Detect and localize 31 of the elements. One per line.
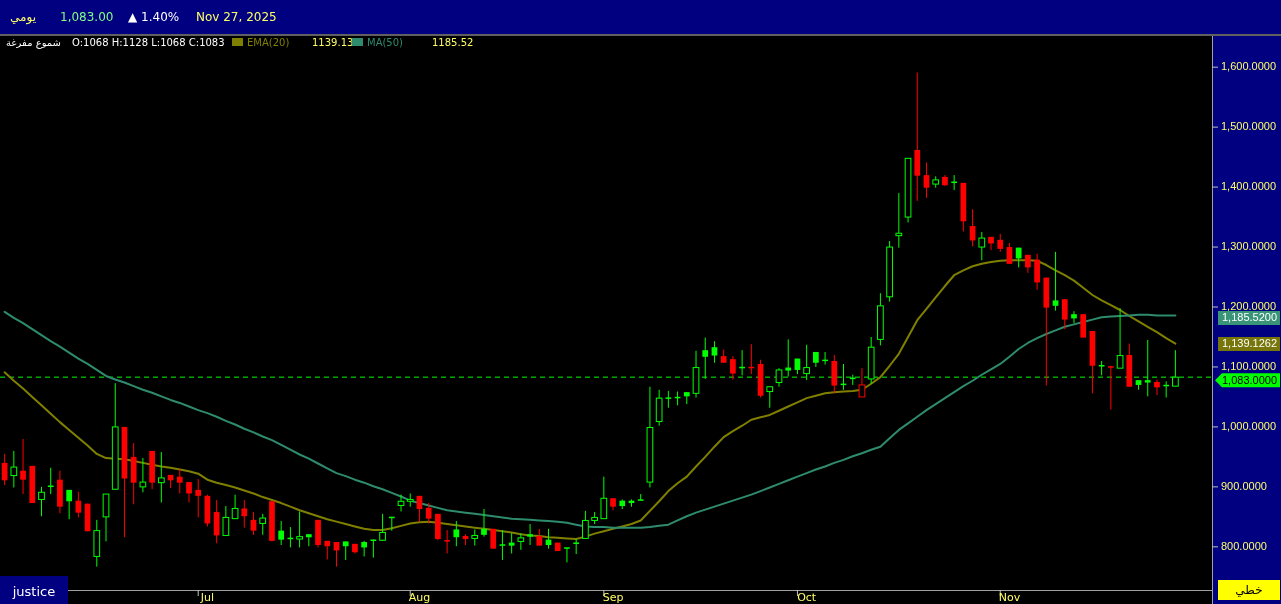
x-tick-label: Jul <box>199 591 215 604</box>
note: 1,083.00 <box>60 10 114 24</box>
value-box: 1,139.1262 <box>1218 337 1280 351</box>
chart-title: يومي <box>10 10 36 25</box>
note: ▲ 1.40% <box>128 10 180 24</box>
x-tick-label: Aug <box>408 591 431 604</box>
y-tick-label: 900.0000 <box>1221 479 1267 492</box>
y-tick-label: 800.0000 <box>1221 539 1267 552</box>
legend-label: EMA(20) <box>247 37 290 48</box>
y-tick-label: 1,200.0000 <box>1221 299 1277 312</box>
y-tick-label: 1,400.0000 <box>1221 180 1277 192</box>
ref-line-label: 1,083.0000 <box>1222 373 1278 386</box>
annotation: justice <box>11 584 56 599</box>
x-tick-label: Nov <box>998 591 1021 604</box>
y-tick-label: 1,600.0000 <box>1221 60 1277 73</box>
note: 1185.52 <box>432 37 474 48</box>
note: 1139.13 <box>312 37 354 48</box>
x-tick-label: Oct <box>797 591 817 604</box>
note: justice <box>0 576 68 604</box>
chart-subtitle: شموع مفرغة <box>6 37 61 49</box>
value-box: 1,185.5200 <box>1218 311 1280 325</box>
y-tick-label: 1,000.0000 <box>1221 419 1277 432</box>
y-tick-label: 1,300.0000 <box>1221 239 1277 252</box>
y-tick-label: 1,500.0000 <box>1221 120 1277 133</box>
y-tick-label: 1,100.0000 <box>1221 359 1277 372</box>
legend-label: MA(50) <box>367 37 404 48</box>
note: خطي <box>1218 580 1280 600</box>
note: O:1068 H:1128 L:1068 C:1083 <box>72 37 225 48</box>
value-box: 1,083.0000 <box>1215 373 1280 388</box>
note: Nov 27, 2025 <box>196 10 277 24</box>
x-tick-label: Sep <box>602 591 624 604</box>
